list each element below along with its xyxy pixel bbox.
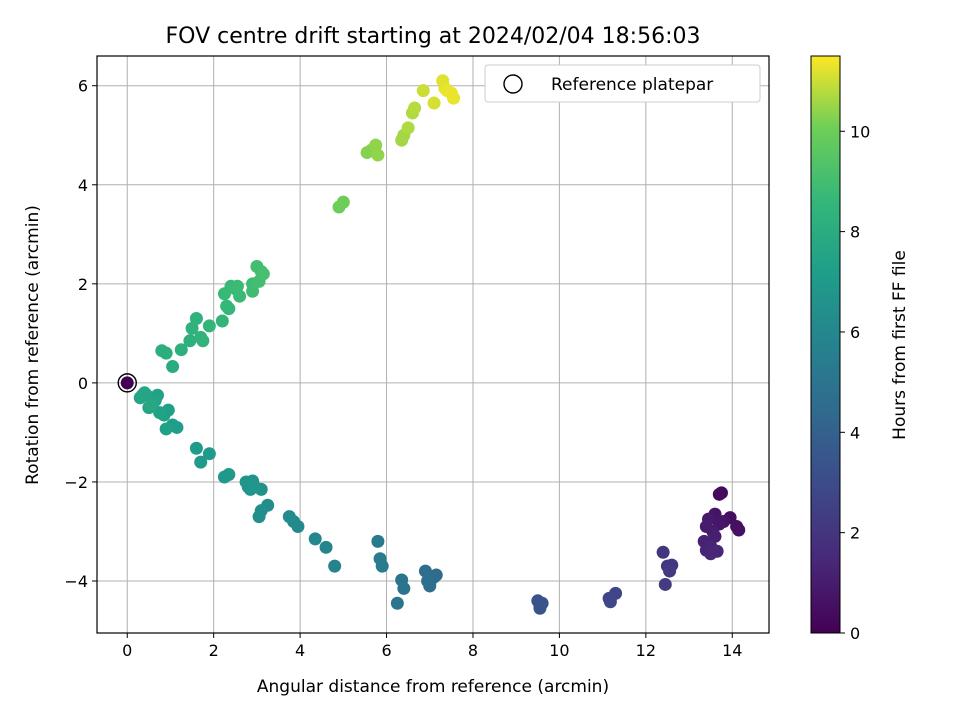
data-point [189, 311, 203, 325]
data-point [120, 376, 134, 390]
data-point [174, 343, 188, 357]
data-point [159, 346, 173, 360]
x-tick-label: 4 [295, 641, 305, 660]
data-point [194, 455, 208, 469]
x-axis-ticks: 0 2 4 6 8 10 12 14 [122, 633, 742, 660]
data-point [371, 534, 385, 548]
data-point [658, 577, 672, 591]
y-axis-label: Rotation from reference (arcmin) [23, 205, 43, 485]
legend-box [484, 64, 761, 103]
data-point [202, 319, 216, 333]
x-tick-label: 12 [636, 641, 656, 660]
data-point [440, 84, 454, 98]
data-point [533, 601, 547, 615]
data-point [732, 523, 746, 537]
reference-marker [117, 373, 137, 393]
data-point [603, 595, 617, 609]
data-point [138, 386, 152, 400]
x-tick-label: 2 [209, 641, 219, 660]
colorbar-gradient [810, 55, 841, 634]
colorbar-tick-label: 10 [850, 122, 870, 141]
data-point [319, 540, 333, 554]
colorbar-tick-label: 0 [850, 624, 860, 643]
data-point [217, 470, 231, 484]
data-point [328, 559, 342, 573]
data-point [230, 279, 244, 293]
colorbar-tick-label: 6 [850, 323, 860, 342]
legend-entry: Reference platepar [551, 75, 713, 95]
data-point [166, 360, 180, 374]
data-point [222, 302, 236, 316]
colorbar: 0 2 4 6 8 10 Hours from first FF file [810, 55, 910, 643]
colorbar-label: Hours from first FF file [890, 250, 910, 440]
data-point [233, 289, 247, 303]
data-point [708, 529, 722, 543]
x-tick-label: 10 [549, 641, 569, 660]
data-point [159, 422, 173, 436]
data-point [408, 101, 422, 115]
y-tick-label: 2 [78, 275, 88, 294]
y-tick-label: 4 [78, 176, 88, 195]
data-point [375, 559, 389, 573]
colorbar-ticks: 0 2 4 6 8 10 [840, 122, 870, 643]
y-axis-ticks: −4 −2 0 2 4 6 [64, 77, 97, 591]
data-point [248, 480, 262, 494]
y-tick-label: −4 [64, 572, 88, 591]
data-point [390, 596, 404, 610]
data-point [423, 579, 437, 593]
data-point [704, 547, 718, 561]
x-axis-label: Angular distance from reference (arcmin) [257, 677, 609, 697]
x-tick-label: 0 [122, 641, 132, 660]
data-point [256, 267, 270, 281]
data-point [252, 510, 266, 524]
data-point [397, 581, 411, 595]
data-point [194, 330, 208, 344]
data-point [215, 314, 229, 328]
data-point [656, 545, 670, 559]
colorbar-tick-label: 8 [850, 223, 860, 242]
colorbar-tick-label: 2 [850, 524, 860, 543]
data-points [117, 74, 746, 615]
data-point [183, 334, 197, 348]
data-point [153, 406, 167, 420]
y-tick-label: 6 [78, 77, 88, 96]
data-point [416, 84, 430, 98]
data-point [663, 564, 677, 578]
colorbar-tick-label: 4 [850, 423, 860, 442]
data-point [308, 532, 322, 546]
data-point [712, 487, 726, 501]
chart-title: FOV centre drift starting at 2024/02/04 … [166, 24, 701, 49]
plot-frame [96, 55, 770, 634]
data-point [418, 564, 432, 578]
data-point [202, 447, 216, 461]
data-point [371, 148, 385, 162]
data-point [185, 321, 199, 335]
y-tick-label: −2 [64, 473, 88, 492]
data-point [427, 96, 441, 110]
legend: Reference platepar [484, 64, 761, 103]
legend-marker-icon [503, 74, 523, 94]
x-tick-label: 8 [468, 641, 478, 660]
x-tick-label: 6 [381, 641, 391, 660]
data-point [336, 195, 350, 209]
x-tick-label: 14 [722, 641, 742, 660]
data-point [189, 441, 203, 455]
data-point [369, 138, 383, 152]
data-point [144, 398, 158, 412]
data-point [282, 510, 296, 524]
y-tick-label: 0 [78, 374, 88, 393]
data-point [401, 121, 415, 135]
